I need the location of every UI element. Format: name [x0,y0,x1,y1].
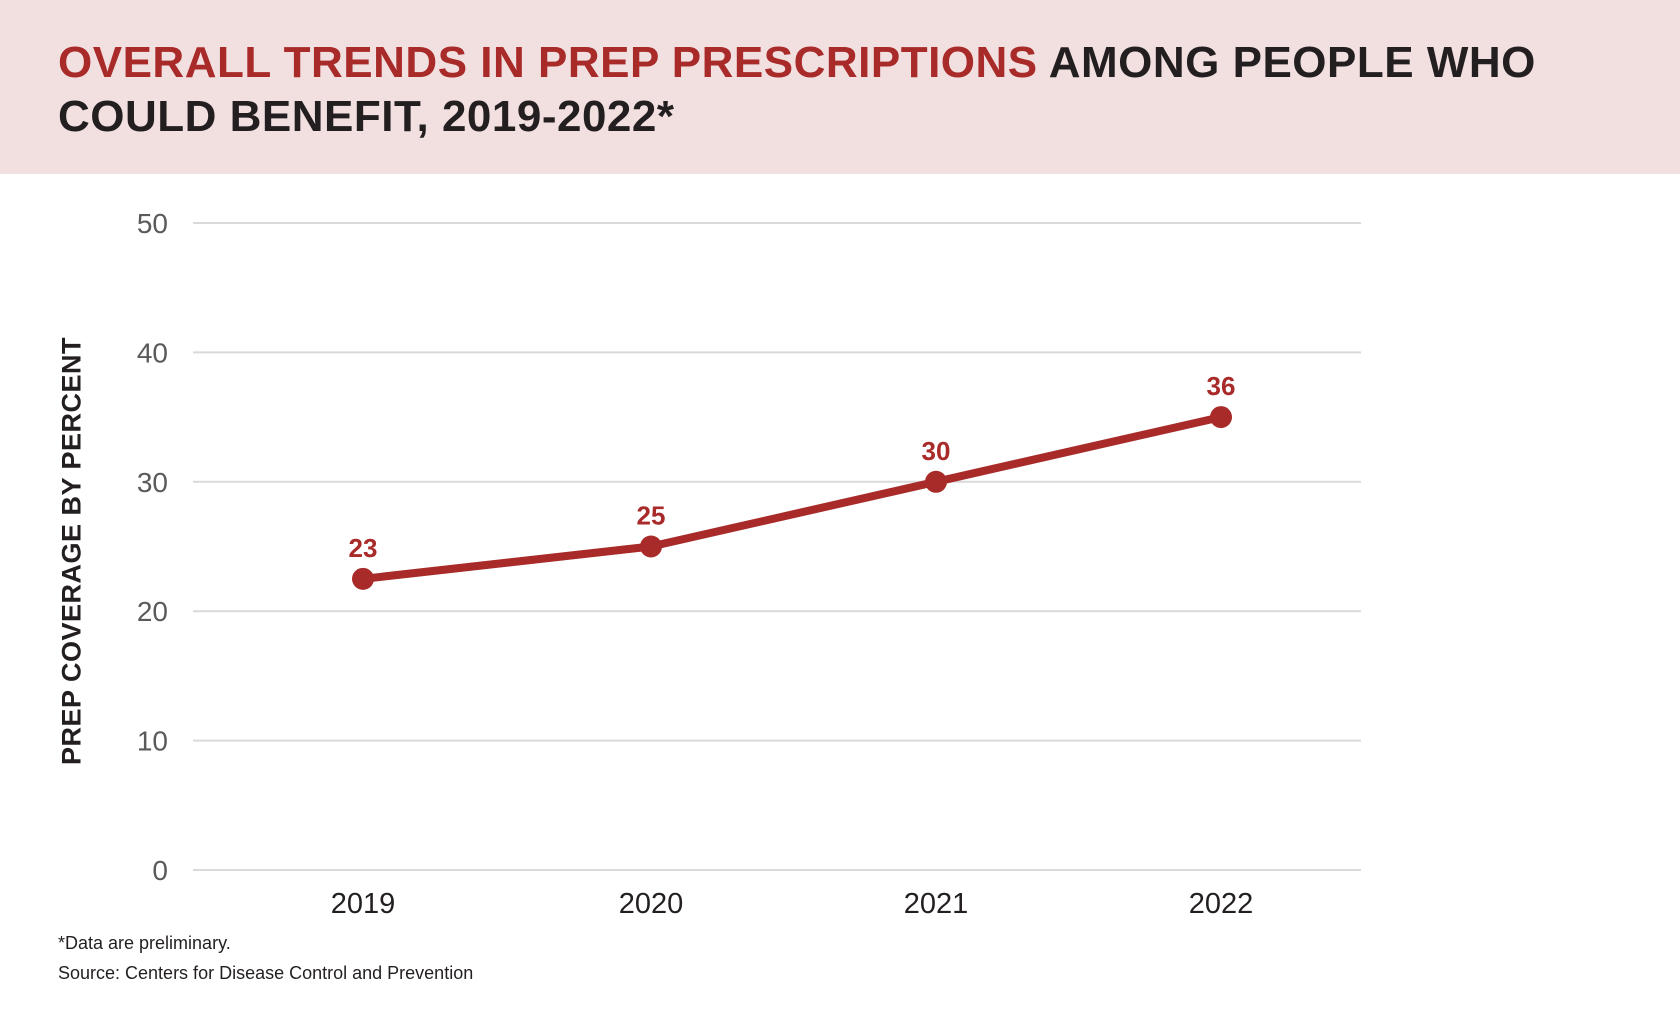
data-point-2022 [1210,406,1232,429]
gridlines [193,222,1361,871]
y-tick-30: 30 [137,467,168,498]
data-label-2022: 36 [1207,371,1236,401]
series-line-0 [362,413,1222,583]
chart-title: OVERALL TRENDS IN PREP PRESCRIPTIONS AMO… [58,36,1558,144]
x-tick-2019: 2019 [331,888,396,920]
data-label-2020: 25 [637,501,666,531]
data-labels: 23 25 30 36 [349,371,1236,563]
y-tick-10: 10 [137,726,168,757]
source-note: Source: Centers for Disease Control and … [58,963,474,983]
chart-title-accent: OVERALL TRENDS IN PREP PRESCRIPTIONS [58,38,1038,87]
preliminary-note: *Data are preliminary. [58,933,231,953]
x-tick-2021: 2021 [904,888,969,920]
series-line [352,406,1232,590]
data-point-2019 [352,567,374,590]
data-label-2019: 23 [349,533,378,563]
x-tick-2020: 2020 [619,888,684,920]
x-tick-labels: 2019 2020 2021 2022 [331,888,1254,920]
data-point-2021 [925,470,947,493]
y-tick-0: 0 [152,855,168,886]
title-banner: OVERALL TRENDS IN PREP PRESCRIPTIONS AMO… [0,0,1680,174]
y-tick-labels: 0 10 20 30 40 50 [137,208,168,886]
chart-title-rest: AMONG PEOPLE WHO COULD BENEFIT, 2019-202… [58,38,1536,141]
y-tick-20: 20 [137,596,168,627]
x-tick-2022: 2022 [1189,888,1254,920]
data-label-2021: 30 [922,436,951,466]
y-tick-40: 40 [137,337,168,368]
data-point-2020 [640,535,662,558]
y-tick-50: 50 [137,208,168,239]
